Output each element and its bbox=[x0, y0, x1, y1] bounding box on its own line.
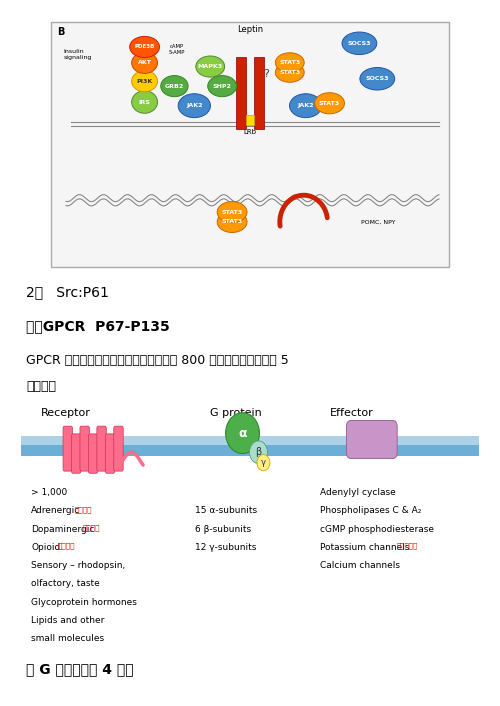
Ellipse shape bbox=[132, 71, 158, 92]
FancyBboxPatch shape bbox=[254, 57, 264, 128]
Ellipse shape bbox=[160, 76, 188, 97]
Text: α: α bbox=[238, 426, 247, 440]
Text: cGMP phosphodiesterase: cGMP phosphodiesterase bbox=[320, 525, 434, 534]
Text: β: β bbox=[256, 447, 262, 457]
Text: Leptin: Leptin bbox=[237, 25, 263, 35]
Ellipse shape bbox=[130, 37, 160, 57]
Text: STAT3: STAT3 bbox=[279, 60, 300, 65]
Text: SOCS3: SOCS3 bbox=[366, 76, 389, 81]
Ellipse shape bbox=[360, 68, 394, 90]
Text: Adenylyl cyclase: Adenylyl cyclase bbox=[320, 488, 396, 497]
Text: 其 G 蛋白有以下 4 类：: 其 G 蛋白有以下 4 类： bbox=[26, 662, 134, 676]
Text: AKT: AKT bbox=[138, 61, 151, 66]
Ellipse shape bbox=[226, 413, 260, 453]
Ellipse shape bbox=[132, 52, 158, 73]
FancyBboxPatch shape bbox=[51, 23, 449, 267]
Text: γ: γ bbox=[261, 458, 266, 467]
Text: POMC, NPY: POMC, NPY bbox=[362, 220, 396, 225]
FancyBboxPatch shape bbox=[88, 434, 98, 473]
Text: 6 β-subunits: 6 β-subunits bbox=[196, 525, 252, 534]
Text: olfactory, taste: olfactory, taste bbox=[31, 580, 100, 588]
Text: G protein: G protein bbox=[210, 408, 262, 418]
Ellipse shape bbox=[276, 53, 304, 73]
Text: Sensory – rhodopsin,: Sensory – rhodopsin, bbox=[31, 561, 126, 570]
Text: MAPK3: MAPK3 bbox=[198, 64, 223, 69]
Ellipse shape bbox=[132, 91, 158, 113]
Text: 抑制、兴奋: 抑制、兴奋 bbox=[396, 543, 418, 549]
Text: LRb: LRb bbox=[244, 129, 256, 136]
FancyBboxPatch shape bbox=[346, 421, 397, 458]
Text: Opioid: Opioid bbox=[31, 543, 60, 552]
Text: IRS: IRS bbox=[138, 100, 150, 104]
FancyBboxPatch shape bbox=[97, 426, 106, 471]
Text: Calcium channels: Calcium channels bbox=[320, 561, 400, 570]
Ellipse shape bbox=[314, 92, 344, 114]
FancyBboxPatch shape bbox=[72, 434, 81, 473]
Text: STAT3: STAT3 bbox=[319, 101, 340, 106]
Text: Dopaminergic: Dopaminergic bbox=[31, 525, 94, 534]
Text: SOCS3: SOCS3 bbox=[348, 41, 371, 46]
Text: PDE3B: PDE3B bbox=[134, 44, 155, 49]
Text: 多巴胺的: 多巴胺的 bbox=[83, 525, 100, 531]
Ellipse shape bbox=[217, 202, 247, 222]
Text: PI3K: PI3K bbox=[136, 78, 152, 84]
Text: B: B bbox=[57, 27, 64, 37]
Text: Potassium channels: Potassium channels bbox=[320, 543, 409, 552]
Text: STAT3: STAT3 bbox=[222, 220, 242, 225]
FancyBboxPatch shape bbox=[106, 434, 115, 473]
Text: Glycoprotein hormones: Glycoprotein hormones bbox=[31, 598, 137, 606]
Text: GRB2: GRB2 bbox=[165, 83, 184, 89]
Text: GPCR 是七次跨膜蛋白，其家族成员大于 800 个，其大致可以分为 5: GPCR 是七次跨膜蛋白，其家族成员大于 800 个，其大致可以分为 5 bbox=[26, 354, 289, 367]
FancyBboxPatch shape bbox=[22, 436, 478, 447]
Ellipse shape bbox=[217, 211, 247, 232]
Text: Receptor: Receptor bbox=[41, 408, 91, 418]
FancyBboxPatch shape bbox=[114, 426, 123, 471]
Ellipse shape bbox=[196, 56, 224, 77]
Text: 2、   Src:P61: 2、 Src:P61 bbox=[26, 285, 109, 299]
FancyBboxPatch shape bbox=[236, 57, 246, 128]
FancyBboxPatch shape bbox=[63, 426, 72, 471]
Text: JAK2: JAK2 bbox=[186, 103, 202, 108]
Ellipse shape bbox=[290, 94, 322, 118]
Text: > 1,000: > 1,000 bbox=[31, 488, 68, 497]
Ellipse shape bbox=[250, 441, 268, 463]
Ellipse shape bbox=[178, 94, 210, 118]
Ellipse shape bbox=[342, 32, 377, 54]
Text: 肾上腺素: 肾上腺素 bbox=[74, 506, 92, 513]
FancyBboxPatch shape bbox=[246, 114, 254, 125]
Text: 鸦片片的: 鸦片片的 bbox=[58, 543, 75, 549]
FancyBboxPatch shape bbox=[80, 426, 90, 471]
Text: 12 γ-subunits: 12 γ-subunits bbox=[196, 543, 256, 552]
Text: 个家族。: 个家族。 bbox=[26, 380, 56, 393]
Text: Lipids and other: Lipids and other bbox=[31, 616, 104, 625]
Text: STAT3: STAT3 bbox=[222, 210, 242, 215]
Text: cAMP
5-AMP: cAMP 5-AMP bbox=[168, 44, 184, 55]
Text: Adrenergic: Adrenergic bbox=[31, 506, 80, 515]
Text: STAT3: STAT3 bbox=[279, 70, 300, 75]
Text: ?: ? bbox=[263, 69, 269, 79]
Text: 15 α-subunits: 15 α-subunits bbox=[196, 506, 258, 515]
Ellipse shape bbox=[257, 455, 270, 471]
FancyBboxPatch shape bbox=[22, 445, 478, 456]
Text: SHP2: SHP2 bbox=[212, 83, 232, 89]
Ellipse shape bbox=[208, 76, 236, 97]
Ellipse shape bbox=[276, 63, 304, 83]
Text: 五、GPCR  P67-P135: 五、GPCR P67-P135 bbox=[26, 319, 170, 333]
Text: Insulin
signaling: Insulin signaling bbox=[64, 49, 92, 60]
Text: Phospholipases C & A₂: Phospholipases C & A₂ bbox=[320, 506, 421, 515]
Text: Effector: Effector bbox=[330, 408, 374, 418]
Text: small molecules: small molecules bbox=[31, 634, 104, 643]
Text: JAK2: JAK2 bbox=[298, 103, 314, 108]
